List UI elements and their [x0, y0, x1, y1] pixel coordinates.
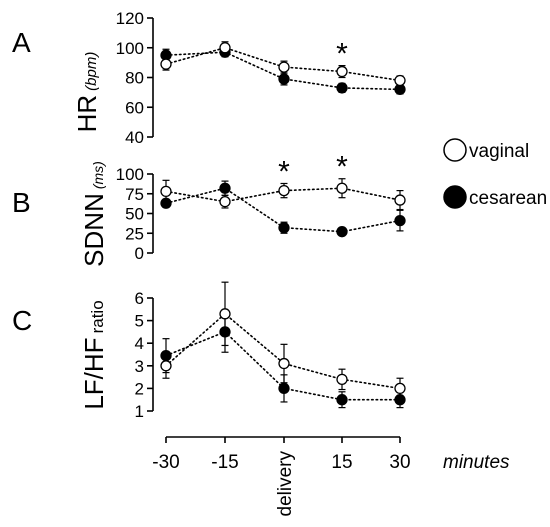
y-tick-label: 6: [135, 289, 144, 308]
y-axis-label-main: HR: [72, 95, 102, 133]
significance-marker: *: [278, 155, 290, 188]
y-tick-label: 1: [135, 402, 144, 421]
data-point-vaginal: [160, 58, 172, 70]
panel-letter: B: [12, 187, 31, 218]
data-point-vaginal: [336, 373, 348, 386]
y-axis-label-unit: (ms): [90, 161, 106, 189]
data-point-cesarean: [336, 82, 348, 94]
data-point-cesarean: [219, 182, 231, 194]
y-tick-label: 75: [125, 185, 144, 204]
y-tick-label: 0: [135, 244, 144, 263]
data-point-vaginal: [336, 182, 348, 194]
data-point-vaginal: [219, 195, 231, 208]
panel-a: A HR (bpm) 40 60 80 100 120 *: [12, 9, 406, 147]
panel-letter: C: [12, 305, 32, 336]
data-point-vaginal: [278, 61, 290, 73]
data-point-vaginal: [160, 185, 172, 198]
series-line-vaginal: [165, 312, 401, 390]
data-point-vaginal: [278, 184, 290, 197]
y-axis-label-main: LF/HF: [79, 337, 109, 409]
x-tick-label: -30: [152, 452, 179, 473]
y-axis-label: SDNN (ms): [79, 161, 109, 267]
data-point-vaginal: [394, 382, 406, 395]
y-axis-label-unit: (bpm): [83, 52, 100, 91]
data-point-vaginal: [336, 65, 348, 78]
data-point-vaginal: [219, 42, 231, 54]
data-point-cesarean: [278, 382, 290, 395]
series-line-vaginal: [165, 187, 401, 203]
data-point-vaginal: [394, 74, 406, 87]
y-tick-label: 3: [135, 357, 144, 376]
data-point-cesarean: [336, 226, 348, 238]
y-tick-label: 100: [116, 39, 144, 58]
data-point-cesarean: [394, 214, 406, 227]
x-axis: -30 -15 delivery 15 30 minutes: [152, 436, 510, 517]
x-tick-label: 15: [331, 452, 352, 473]
x-tick-label: delivery: [275, 451, 296, 517]
panel-c: C LF/HF ratio 1 2 3 4 5 6: [12, 281, 406, 421]
data-point-cesarean: [336, 394, 348, 406]
panel-letter: A: [12, 27, 31, 58]
legend-label: cesarean: [469, 188, 547, 209]
x-tick-label: -15: [211, 452, 238, 473]
x-axis-unit-label: minutes: [443, 452, 510, 473]
y-axis-label-unit: ratio: [88, 300, 107, 333]
data-point-cesarean: [278, 73, 290, 85]
y-tick-label: 2: [135, 379, 144, 398]
y-axis-label: HR (bpm): [72, 52, 102, 133]
y-axis-label: LF/HF ratio: [79, 300, 109, 409]
y-tick-label: 4: [135, 334, 144, 353]
y-tick-label: 120: [116, 9, 144, 28]
y-tick-label: 5: [135, 312, 144, 331]
legend: vaginal cesarean: [443, 138, 547, 209]
y-tick-label: 60: [125, 98, 144, 117]
data-point-cesarean: [278, 222, 290, 234]
y-tick-label: 25: [125, 224, 144, 243]
y-tick-label: 80: [125, 69, 144, 88]
legend-marker-vaginal: [443, 138, 467, 162]
y-tick-label: 50: [125, 205, 144, 224]
x-tick-label: 30: [389, 452, 410, 473]
data-point-vaginal: [219, 308, 231, 320]
significance-marker: *: [336, 38, 348, 71]
series-line-cesarean: [165, 51, 401, 91]
data-point-vaginal: [394, 194, 406, 206]
data-point-vaginal: [278, 357, 290, 370]
significance-marker: *: [336, 151, 348, 184]
legend-label: vaginal: [469, 141, 529, 162]
data-point-vaginal: [160, 360, 172, 372]
y-tick-label: 40: [125, 128, 144, 147]
y-tick-label: 100: [116, 165, 144, 184]
legend-marker-cesarean: [443, 185, 467, 209]
y-axis-label-main: SDNN: [79, 193, 109, 267]
